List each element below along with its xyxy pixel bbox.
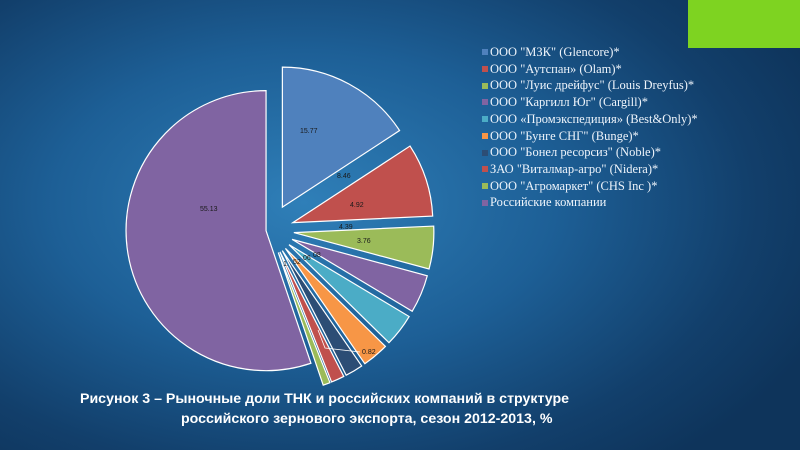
figure-caption: Рисунок 3 – Рыночные доли ТНК и российск… xyxy=(80,389,720,429)
legend-swatch xyxy=(482,132,488,139)
legend-item: ООО "Луис дрейфус" (Louis Dreyfus)* xyxy=(482,77,698,94)
pie-slice-3 xyxy=(291,238,429,313)
legend-label: ООО "Каргилл Юг" (Cargill)* xyxy=(490,95,648,110)
accent-bar xyxy=(688,0,800,48)
legend-swatch xyxy=(482,49,488,56)
pie-slice-9 xyxy=(125,90,312,372)
legend-swatch xyxy=(482,149,488,156)
leader-line xyxy=(317,329,361,353)
partial-label-1: 06 xyxy=(303,255,311,262)
data-label-4: 3.76 xyxy=(357,238,371,245)
legend-swatch xyxy=(482,166,488,173)
pie-slice-7 xyxy=(279,251,345,383)
legend-swatch xyxy=(482,199,488,206)
legend-swatch xyxy=(482,182,488,189)
leader-lines xyxy=(317,329,361,353)
legend-item: ООО "Бунге СНГ" (Bunge)* xyxy=(482,128,698,145)
legend-item: ООО "Агромаркет" (CHS Inc )* xyxy=(482,178,698,195)
pie-slice-1 xyxy=(290,145,434,224)
pie-slice-4 xyxy=(288,244,410,344)
data-label-3: 4.39 xyxy=(339,224,353,231)
legend-item: ЗАО "Виталмар-агро" (Nidera)* xyxy=(482,161,698,178)
legend-swatch xyxy=(482,116,488,123)
caption-line-2: российского зернового экспорта, сезон 20… xyxy=(181,411,553,427)
partial-label-3: 1. xyxy=(283,261,289,268)
pie-slice-0 xyxy=(281,66,401,209)
legend-item: ООО "МЗК" (Glencore)* xyxy=(482,44,698,61)
legend-label: ООО "Агромаркет" (CHS Inc )* xyxy=(490,178,658,193)
partial-label-2: 52 xyxy=(293,259,301,266)
legend-label: ООО "Луис дрейфус" (Louis Dreyfus)* xyxy=(490,78,695,93)
pie-slice-8 xyxy=(277,252,331,386)
data-label-0: 15.77 xyxy=(300,128,318,135)
data-label-8: 0.82 xyxy=(362,349,376,356)
legend-swatch xyxy=(482,82,488,89)
legend-item: ООО "Каргилл Юг" (Cargill)* xyxy=(482,94,698,111)
legend-label: ООО «Промэкспедиция» (Best&Only)* xyxy=(490,111,698,126)
data-label-9: 55.13 xyxy=(200,206,218,213)
pie-slice-2 xyxy=(293,225,435,270)
legend-item: ООО «Промэкспедиция» (Best&Only)* xyxy=(482,111,698,128)
partial-label-0: 08 xyxy=(313,252,321,259)
pie-slices xyxy=(125,66,435,386)
pie-slice-6 xyxy=(281,250,363,376)
caption-line-1: Рисунок 3 – Рыночные доли ТНК и российск… xyxy=(80,391,570,407)
legend-label: Российские компании xyxy=(490,195,607,210)
legend-item: ООО "Бонел ресорсиз" (Noble)* xyxy=(482,144,698,161)
legend-swatch xyxy=(482,66,488,73)
pie-slice-5 xyxy=(284,247,387,365)
data-label-2: 4.92 xyxy=(350,202,364,209)
legend-label: ЗАО "Виталмар-агро" (Nidera)* xyxy=(490,161,659,176)
legend-swatch xyxy=(482,99,488,106)
legend-label: ООО "Бунге СНГ" (Bunge)* xyxy=(490,128,639,143)
legend-label: ООО "Аутспан» (Olam)* xyxy=(490,61,622,76)
legend-label: ООО "Бонел ресорсиз" (Noble)* xyxy=(490,145,662,160)
legend-item: ООО "Аутспан» (Olam)* xyxy=(482,61,698,78)
legend-label: ООО "МЗК" (Glencore)* xyxy=(490,45,620,59)
legend: ООО "МЗК" (Glencore)* ООО "Аутспан» (Olam… xyxy=(482,44,698,211)
legend-item: Российские компании xyxy=(482,194,698,211)
data-label-1: 8.46 xyxy=(337,173,351,180)
